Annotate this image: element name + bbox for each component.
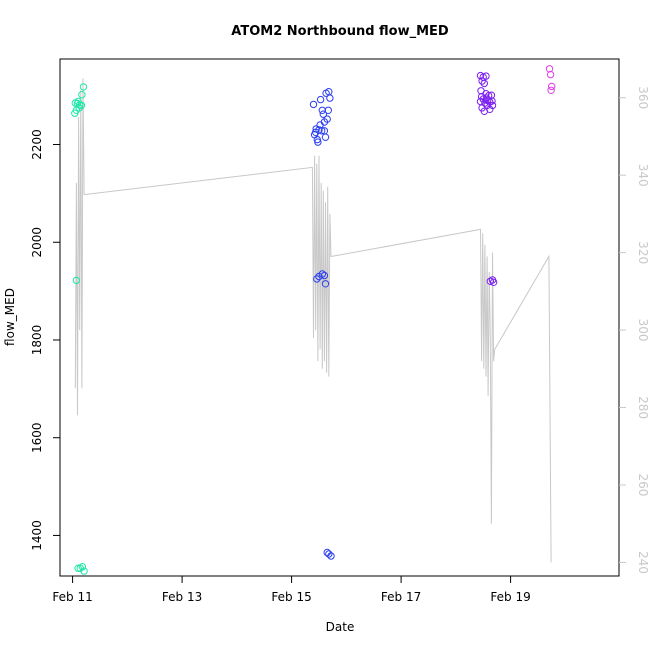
data-point	[323, 115, 331, 123]
right-axis: 240 260 280 300 320 340 360	[619, 86, 650, 574]
data-point	[78, 91, 86, 99]
data-point	[547, 86, 555, 95]
left-axis: 1400 1600 1800 2000 2200	[30, 129, 60, 551]
data-point	[488, 97, 496, 105]
data-point	[71, 109, 79, 117]
y2-tick-label: 280	[636, 396, 650, 419]
y-axis-title: flow_MED	[3, 288, 17, 346]
data-point	[313, 135, 321, 144]
data-point	[72, 276, 81, 285]
data-point	[325, 88, 333, 96]
data-point	[486, 277, 494, 285]
data-point	[324, 106, 332, 115]
data-point	[74, 97, 82, 106]
y2-tick-label: 340	[636, 164, 650, 187]
data-point	[320, 271, 329, 280]
flow-line-path	[74, 78, 552, 563]
plot-frame	[59, 58, 620, 577]
data-point	[312, 128, 320, 137]
data-point	[477, 92, 486, 101]
data-point	[327, 552, 335, 560]
data-point	[482, 72, 490, 80]
data-points	[71, 65, 556, 575]
y-tick-label: 1800	[30, 325, 44, 356]
x-axis: Feb 11 Feb 13 Feb 15 Feb 17 Feb 19	[52, 576, 531, 604]
data-point	[478, 77, 486, 85]
x-tick-label: Feb 13	[162, 590, 202, 604]
data-point	[309, 100, 318, 109]
data-point	[313, 275, 321, 283]
data-point	[325, 550, 333, 558]
y-tick-label: 1400	[30, 520, 44, 551]
y2-tick-label: 360	[636, 86, 650, 109]
flow-line	[74, 78, 552, 563]
data-point	[316, 95, 325, 104]
y2-tick-label: 240	[636, 551, 650, 574]
data-point	[480, 79, 488, 88]
data-point	[318, 270, 326, 278]
data-point	[318, 106, 326, 115]
y-tick-label: 2000	[30, 227, 44, 258]
chart-title: ATOM2 Northbound flow_MED	[231, 24, 449, 39]
data-point	[321, 133, 330, 141]
x-tick-label: Feb 17	[381, 590, 421, 604]
data-point	[321, 280, 330, 288]
y2-tick-label: 260	[636, 474, 650, 497]
data-point	[320, 127, 329, 135]
data-point	[546, 70, 555, 79]
data-point	[78, 563, 87, 571]
data-point	[489, 278, 498, 286]
y-tick-label: 2200	[30, 129, 44, 160]
data-point	[486, 105, 494, 114]
data-point	[548, 82, 556, 91]
x-tick-label: Feb 15	[271, 590, 311, 604]
x-tick-label: Feb 11	[52, 590, 92, 604]
y2-tick-label: 320	[636, 241, 650, 264]
y-tick-label: 1600	[30, 422, 44, 453]
data-point	[323, 548, 331, 557]
data-point	[79, 83, 88, 91]
x-axis-title: Date	[326, 620, 355, 634]
data-point	[545, 65, 554, 73]
data-point	[482, 94, 491, 102]
y2-tick-label: 300	[636, 319, 650, 342]
data-point	[80, 567, 88, 575]
data-point	[319, 110, 327, 118]
data-point	[74, 564, 82, 572]
x-tick-label: Feb 19	[490, 590, 530, 604]
